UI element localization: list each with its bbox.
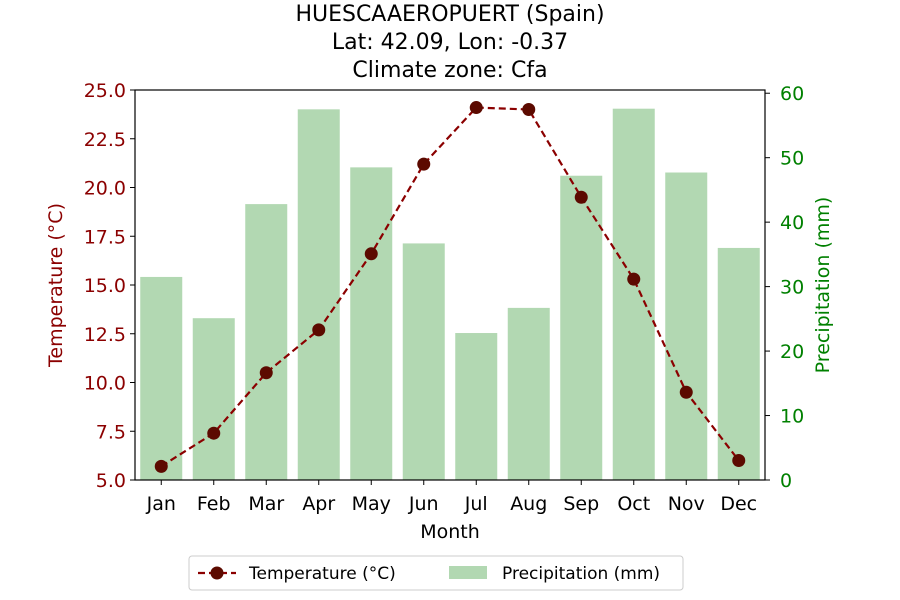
- left-axis-tick-label: 12.5: [84, 324, 126, 346]
- left-axis-tick-label: 17.5: [84, 226, 126, 248]
- x-axis-label: Month: [420, 521, 480, 543]
- left-axis-tick-label: 15.0: [84, 275, 126, 297]
- temperature-point-mar: [259, 366, 273, 380]
- temperature-point-sep: [574, 190, 588, 204]
- legend-temperature-label: Temperature (°C): [248, 564, 396, 584]
- right-axis-label: Precipitation (mm): [812, 197, 834, 374]
- chart-title-line-2: Lat: 42.09, Lon: -0.37: [332, 30, 568, 55]
- right-axis-tick-label: 0: [780, 470, 792, 492]
- left-axis-tick-label: 5.0: [96, 470, 126, 492]
- temperature-point-aug: [522, 103, 536, 116]
- left-axis-tick-label: 10.0: [84, 373, 126, 395]
- left-axis-tick-label: 20.0: [84, 178, 126, 200]
- precipitation-bar-oct: [612, 108, 655, 480]
- x-axis-tick-label: Apr: [302, 493, 335, 515]
- precipitation-bar-jan: [140, 276, 183, 480]
- x-axis: Jan Feb Mar Apr May Jun Jul Aug Sep Oct Nov Dec: [146, 480, 757, 515]
- legend-temperature-marker: [210, 566, 224, 580]
- legend-precipitation-swatch: [449, 566, 487, 579]
- x-axis-tick-label: Sep: [563, 493, 599, 515]
- x-axis-tick-label: Mar: [248, 493, 284, 515]
- right-axis-tick-label: 60: [780, 83, 804, 105]
- temperature-point-dec: [732, 454, 746, 467]
- precipitation-bar-apr: [297, 109, 340, 481]
- precipitation-bar-nov: [665, 172, 708, 480]
- legend-box: [188, 555, 684, 591]
- x-axis-tick-label: Aug: [510, 493, 547, 515]
- temperature-point-nov: [679, 385, 693, 399]
- x-axis-tick-label: May: [352, 493, 391, 515]
- left-axis: 5.0 7.5 10.0 12.5 15.0 17.5 20.0 22.5 25.0: [84, 80, 135, 492]
- precipitation-bar-jul: [455, 333, 498, 480]
- right-axis: 0 10 20 30 40 50 60: [765, 83, 804, 492]
- precipitation-bar-may: [350, 167, 393, 480]
- x-axis-tick-label: Oct: [617, 493, 650, 515]
- left-axis-tick-label: 22.5: [84, 129, 126, 151]
- precipitation-bar-jun: [402, 243, 445, 480]
- right-axis-tick-label: 20: [780, 341, 804, 363]
- x-axis-tick-label: Feb: [197, 493, 231, 515]
- right-axis-tick-label: 10: [780, 406, 804, 428]
- right-axis-tick-label: 30: [780, 277, 804, 299]
- x-axis-tick-label: Nov: [668, 493, 705, 515]
- precipitation-bar-aug: [507, 307, 550, 480]
- precipitation-bars: [140, 108, 760, 481]
- x-axis-tick-label: Jan: [146, 493, 176, 515]
- temperature-point-may: [364, 247, 378, 261]
- temperature-point-jul: [469, 101, 483, 115]
- chart-title: HUESCAAEROPUERT (Spain) Lat: 42.09, Lon:…: [295, 2, 604, 83]
- right-axis-tick-label: 40: [780, 212, 804, 234]
- precipitation-bar-mar: [245, 204, 288, 480]
- legend-precipitation-label: Precipitation (mm): [502, 564, 660, 584]
- precipitation-bar-dec: [717, 247, 760, 480]
- x-axis-tick-label: Jun: [408, 493, 439, 515]
- left-axis-tick-label: 7.5: [96, 421, 126, 443]
- chart-title-line-1: HUESCAAEROPUERT (Spain): [295, 2, 604, 27]
- x-axis-tick-label: Jul: [464, 493, 488, 515]
- left-axis-label: Temperature (°C): [45, 203, 67, 368]
- temperature-point-jun: [417, 157, 431, 171]
- right-axis-tick-label: 50: [780, 148, 804, 170]
- x-axis-tick-label: Dec: [720, 493, 757, 515]
- temperature-line-layer: [154, 101, 746, 473]
- precipitation-bar-sep: [560, 175, 603, 480]
- temperature-point-jan: [154, 459, 168, 473]
- left-axis-tick-label: 25.0: [84, 80, 126, 102]
- legend: Temperature (°C) Precipitation (mm): [188, 555, 684, 591]
- chart-title-line-3: Climate zone: Cfa: [352, 58, 547, 83]
- temperature-line: [160, 106, 740, 468]
- temperature-point-apr: [312, 323, 326, 337]
- temperature-point-feb: [207, 426, 221, 440]
- temperature-point-oct: [627, 272, 641, 286]
- precipitation-bar-feb: [192, 318, 235, 480]
